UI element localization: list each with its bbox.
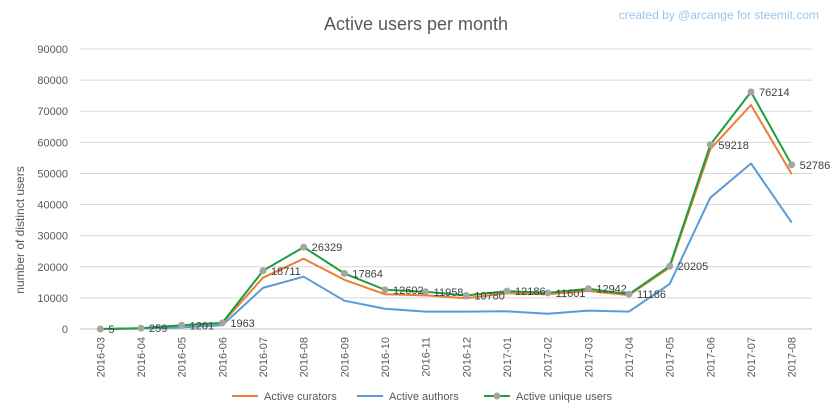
x-tick-label: 2017-08	[787, 337, 799, 377]
legend-label: Active authors	[389, 391, 459, 403]
y-tick-label: 0	[62, 324, 68, 336]
data-label: 259	[149, 323, 167, 335]
x-tick-label: 2016-04	[136, 337, 148, 377]
data-point	[381, 286, 389, 294]
data-point	[137, 324, 145, 332]
x-tick-label: 2016-11	[421, 337, 433, 377]
data-label: 20205	[678, 261, 709, 273]
data-label: 18711	[271, 266, 301, 278]
data-point	[666, 262, 674, 270]
series-line-1	[100, 162, 793, 330]
y-axis-title: number of distinct users	[13, 166, 27, 293]
data-point	[788, 161, 796, 169]
y-tick-label: 70000	[37, 106, 68, 118]
y-tick-label: 30000	[37, 231, 68, 243]
series-lines	[100, 90, 793, 330]
data-label: 5	[108, 324, 114, 336]
y-tick-label: 10000	[37, 293, 68, 305]
data-label: 1201	[190, 320, 214, 332]
series-line-2	[100, 90, 793, 330]
x-tick-label: 2017-07	[746, 337, 758, 377]
data-label: 17864	[352, 268, 383, 280]
data-label: 12942	[596, 284, 627, 296]
axes: 0 10000 20000 30000 40000 50000 60000 70000 8000…	[37, 44, 812, 377]
legend-label: Active unique users	[516, 391, 612, 403]
data-point	[259, 267, 267, 275]
data-label: 1963	[230, 318, 254, 330]
credit-text: created by @arcange for steemit.com	[618, 8, 819, 22]
x-tick-label: 2017-02	[543, 337, 555, 377]
data-point	[300, 243, 308, 251]
x-tick-label: 2016-06	[217, 337, 229, 377]
data-point	[584, 285, 592, 293]
data-label: 11601	[556, 288, 586, 300]
x-tick-label: 2017-05	[665, 337, 677, 377]
data-label: 26329	[312, 242, 343, 254]
x-tick-label: 2016-08	[299, 337, 311, 377]
data-point	[422, 288, 430, 296]
data-point	[625, 290, 633, 298]
x-tick-label: 2017-06	[705, 337, 717, 377]
data-label: 11186	[637, 289, 666, 301]
x-tick-label: 2016-10	[380, 337, 392, 377]
legend-label: Active curators	[264, 391, 337, 403]
y-tick-label: 40000	[37, 200, 68, 212]
x-tick-label: 2016-05	[177, 337, 189, 377]
data-label: 10780	[474, 290, 505, 302]
x-tick-label: 2016-09	[339, 337, 351, 377]
legend-marker	[493, 392, 501, 400]
data-point	[340, 269, 348, 277]
data-label: 52786	[800, 160, 831, 172]
data-point	[747, 88, 755, 96]
data-point	[218, 319, 226, 327]
x-tick-label: 2016-07	[258, 337, 270, 377]
y-tick-label: 80000	[37, 75, 68, 87]
data-label: 76214	[759, 87, 790, 99]
legend: Active curators Active authors Active uniq…	[232, 391, 612, 403]
data-label: 11958	[434, 287, 464, 299]
data-point	[706, 141, 714, 149]
y-tick-label: 60000	[37, 137, 68, 149]
data-point	[178, 321, 186, 329]
x-tick-label: 2016-12	[461, 337, 473, 377]
x-tick-label: 2016-03	[95, 337, 107, 377]
data-label: 12602	[393, 285, 424, 297]
x-tick-label: 2017-04	[624, 337, 636, 377]
x-tick-label: 2017-03	[583, 337, 595, 377]
data-labels: 5 259 1201 1963 18711 26329 17864 12602 11958 107…	[108, 87, 830, 336]
chart-title: Active users per month	[324, 14, 508, 34]
y-tick-label: 90000	[37, 44, 68, 56]
data-label: 59218	[718, 140, 749, 152]
gridlines	[80, 48, 812, 299]
data-point	[96, 325, 104, 333]
y-tick-label: 20000	[37, 262, 68, 274]
data-point	[462, 291, 470, 299]
data-point	[503, 287, 511, 295]
data-label: 12186	[515, 286, 546, 298]
x-tick-label: 2017-01	[502, 337, 514, 377]
data-point	[544, 289, 552, 297]
series-markers	[96, 88, 796, 333]
y-tick-label: 50000	[37, 168, 68, 180]
